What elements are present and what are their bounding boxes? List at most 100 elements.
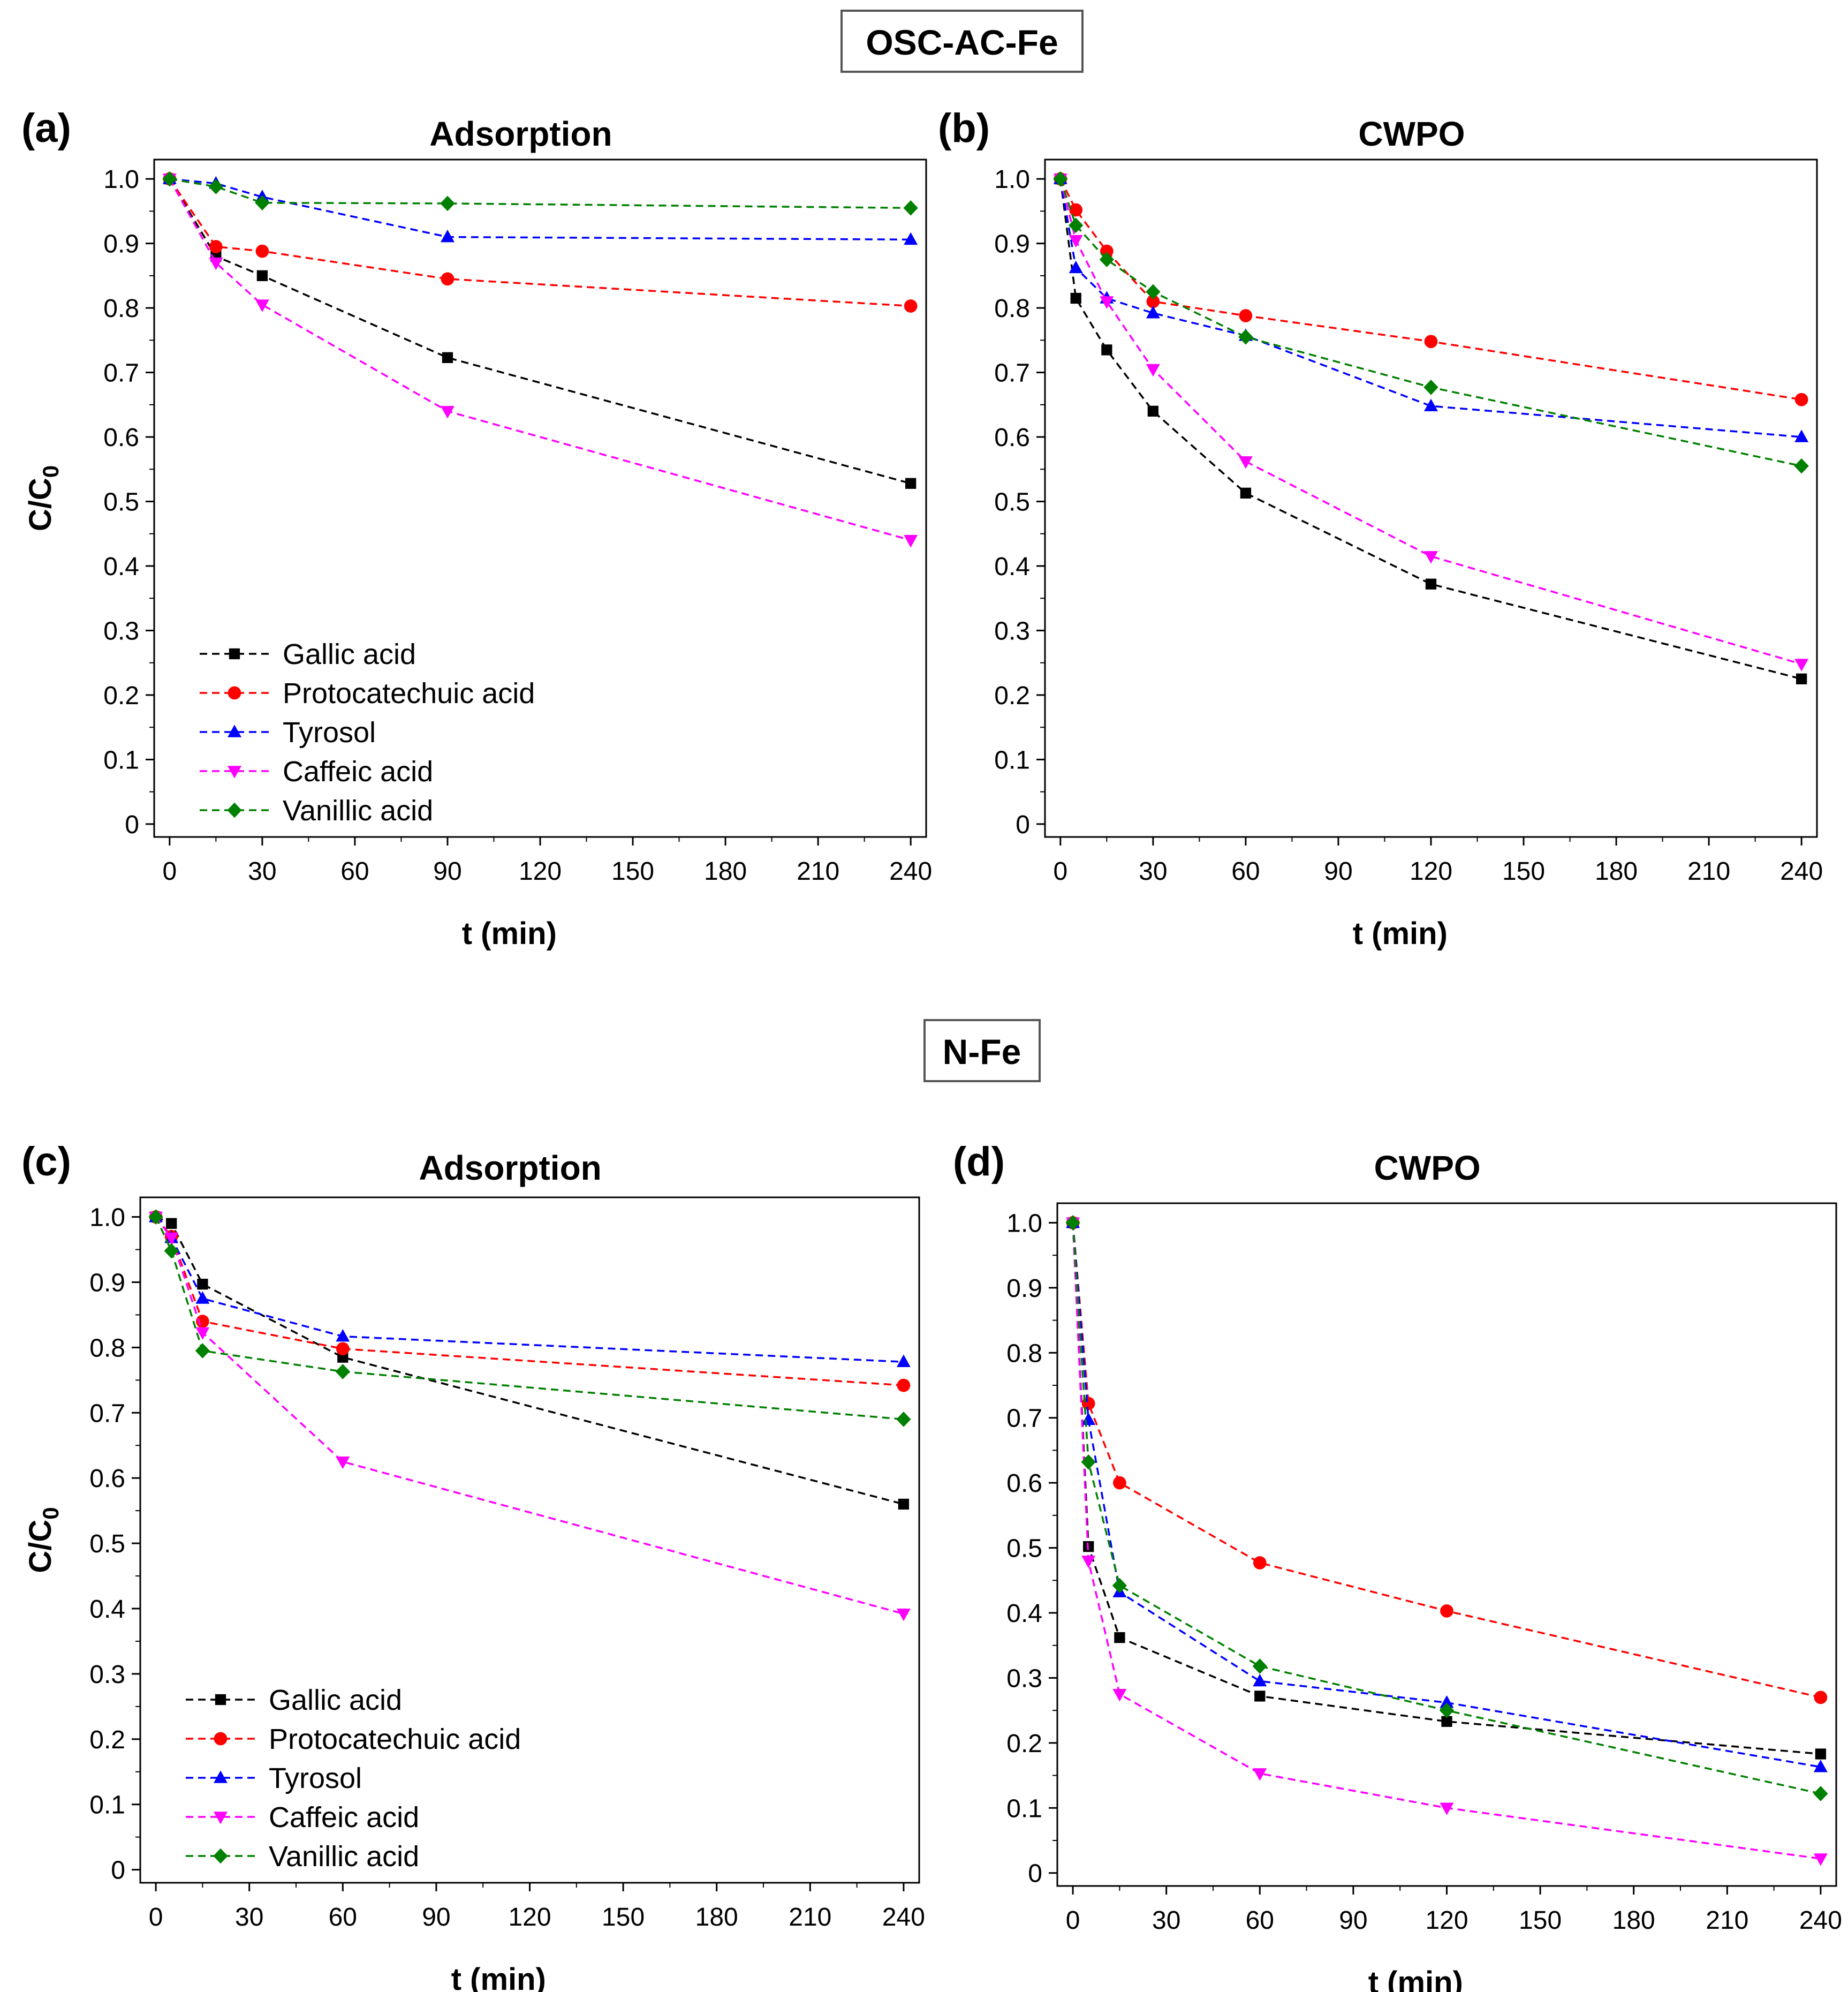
x-tick-label: 120 — [508, 1903, 551, 1931]
y-tick-label: 0.4 — [89, 1595, 125, 1624]
series-line — [155, 1216, 904, 1505]
series-line — [1072, 1223, 1821, 1768]
data-point — [1796, 673, 1807, 684]
x-tick-label: 210 — [797, 857, 839, 886]
legend: Gallic acid Protocatechuic acid Tyrosol Caf… — [186, 1684, 521, 1873]
series-protocatechuic-acid — [1054, 172, 1808, 406]
x-tick-label: 60 — [1231, 857, 1260, 886]
legend-marker — [215, 1694, 226, 1706]
data-point — [1100, 296, 1114, 309]
data-point — [1081, 1454, 1096, 1470]
panel-label: (c) — [21, 1139, 71, 1184]
data-point — [164, 1243, 179, 1259]
data-point — [897, 1378, 911, 1392]
chart-title: CWPO — [1374, 1149, 1481, 1187]
x-axis-label: t (min) — [1368, 1965, 1463, 1992]
data-point — [1146, 364, 1160, 377]
x-tick-label: 0 — [1066, 1906, 1080, 1935]
series-vanillic-acid — [148, 1209, 911, 1427]
data-point — [164, 1232, 179, 1246]
data-point — [904, 232, 918, 245]
x-tick-label: 90 — [1339, 1906, 1367, 1935]
data-point — [1440, 1802, 1454, 1815]
data-point — [1424, 398, 1438, 411]
data-point — [1424, 551, 1438, 564]
data-point — [898, 1498, 910, 1510]
legend-label: Tyrosol — [269, 1762, 362, 1794]
series-vanillic-acid — [1065, 1215, 1828, 1801]
data-point — [336, 1329, 350, 1342]
y-tick-label: 0 — [125, 811, 139, 839]
legend-label: Vanillic acid — [283, 795, 433, 827]
series-line — [1059, 178, 1802, 467]
y-tick-label: 1.0 — [1006, 1209, 1042, 1238]
panel-label: (b) — [938, 105, 990, 151]
data-point — [255, 195, 270, 211]
legend-label: Tyrosol — [283, 716, 376, 749]
data-point — [1425, 578, 1437, 590]
data-point — [1813, 1853, 1828, 1866]
y-tick-label: 0 — [111, 1857, 125, 1885]
data-point — [1441, 1716, 1452, 1727]
series-line — [169, 178, 911, 541]
series-line — [155, 1216, 904, 1615]
series-vanillic-acid — [1053, 171, 1809, 474]
x-tick-label: 0 — [1053, 857, 1067, 886]
legend-label: Caffeic acid — [283, 756, 433, 788]
series-line — [169, 178, 911, 241]
y-tick-label: 0.7 — [103, 359, 139, 388]
group-title-box — [840, 10, 1084, 73]
legend-marker — [214, 1732, 228, 1746]
x-tick-label: 150 — [1502, 857, 1545, 886]
legend-marker — [214, 1812, 228, 1824]
x-tick-label: 60 — [340, 857, 369, 886]
legend-label: Caffeic acid — [269, 1801, 419, 1833]
y-axis-label: C/C0 — [23, 1507, 63, 1573]
data-point — [1112, 1578, 1127, 1594]
chart-title: Adsorption — [429, 115, 612, 153]
y-tick-label: 0.9 — [89, 1269, 125, 1297]
series-line — [1059, 178, 1802, 438]
legend-marker — [228, 725, 241, 737]
data-point — [195, 1291, 210, 1304]
data-point — [1253, 1768, 1267, 1781]
series-line — [1072, 1223, 1821, 1699]
x-axis-label: t (min) — [462, 916, 557, 951]
series-gallic-acid — [1067, 1217, 1827, 1760]
y-tick-label: 0.4 — [1006, 1599, 1042, 1628]
series-line — [155, 1216, 904, 1363]
data-point — [1794, 393, 1808, 406]
chart-title: CWPO — [1358, 115, 1465, 153]
data-point — [903, 200, 918, 216]
data-point — [208, 179, 224, 194]
data-point — [1070, 292, 1081, 304]
legend-label: Gallic acid — [269, 1684, 402, 1716]
y-tick-label: 0.5 — [994, 488, 1030, 517]
data-point — [255, 244, 269, 258]
series-tyrosol — [1053, 171, 1809, 442]
data-point — [1794, 458, 1809, 474]
series-gallic-acid — [1055, 173, 1807, 684]
data-point — [1146, 306, 1160, 319]
data-point — [904, 535, 918, 548]
data-point — [1113, 1476, 1126, 1490]
x-tick-label: 120 — [1410, 857, 1452, 886]
y-tick-label: 0.6 — [89, 1465, 125, 1493]
data-point — [1794, 429, 1809, 442]
series-line — [155, 1216, 904, 1421]
data-point — [1253, 1556, 1267, 1570]
data-point — [1239, 309, 1253, 322]
y-tick-label: 0 — [1016, 811, 1030, 839]
chart-panel: (b) CWPO 0 0.1 0.2 0.3 0.4 0.5 0.6 0.7 0.8 0.9 1.0 0 3… — [938, 105, 1823, 951]
y-tick-label: 0.9 — [994, 230, 1030, 259]
y-tick-label: 0.3 — [994, 617, 1030, 645]
x-tick-label: 150 — [1519, 1906, 1562, 1935]
data-point — [1069, 203, 1083, 217]
data-point — [1069, 260, 1083, 274]
legend-marker — [214, 1770, 228, 1783]
data-point — [1238, 456, 1253, 469]
y-tick-label: 0.5 — [103, 488, 139, 517]
legend-marker — [213, 1848, 228, 1864]
chart-panel: (a) Adsorption 0 0.1 0.2 0.3 0.4 0.5 0.6 0.7 0.8 0.… — [21, 105, 932, 951]
